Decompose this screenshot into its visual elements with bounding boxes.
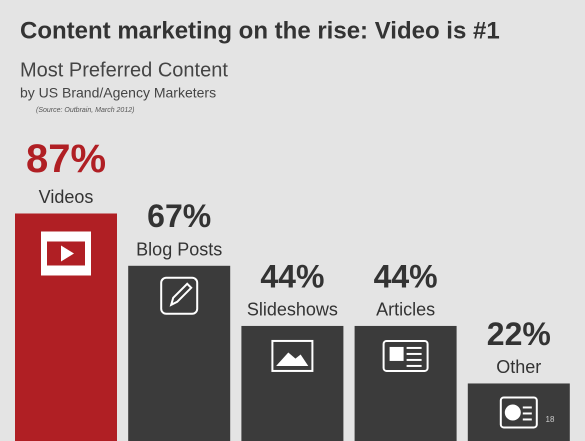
- bar-icon: [271, 339, 314, 372]
- bar: [128, 265, 231, 441]
- bar: [354, 325, 457, 441]
- icon-shape: [276, 352, 309, 366]
- page-number: 18: [546, 415, 555, 424]
- value-label: 22%: [487, 316, 551, 352]
- chart-subtitle: Most Preferred Content: [20, 59, 228, 81]
- value-label: 87%: [26, 137, 106, 181]
- chart-subtitle-2: by US Brand/Agency Marketers: [20, 85, 216, 101]
- category-label: Videos: [39, 187, 94, 207]
- bar-icon: [382, 339, 429, 372]
- value-label: 44%: [374, 258, 438, 294]
- icon-shape: [382, 339, 429, 372]
- icon-shape: [169, 282, 193, 307]
- category-label: Blog Posts: [136, 240, 222, 260]
- category-label: Slideshows: [247, 300, 338, 320]
- chart-title: Content marketing on the rise: Video is …: [20, 17, 500, 44]
- bar: [241, 325, 344, 441]
- icon-shape: [504, 404, 521, 421]
- bar-icon: [160, 276, 199, 315]
- value-label: 67%: [147, 198, 211, 234]
- icon-shape: [499, 396, 538, 429]
- category-label: Articles: [376, 300, 435, 320]
- value-label: 44%: [260, 258, 324, 294]
- icon-shape: [61, 245, 74, 262]
- category-label: Other: [496, 357, 541, 377]
- bar-icon: [41, 231, 91, 276]
- icon-shape: [389, 346, 404, 361]
- bar-icon: [499, 396, 538, 429]
- source: (Source: Outbrain, March 2012): [36, 107, 134, 114]
- icon-shape: [271, 339, 314, 372]
- icon-shape: [160, 276, 199, 315]
